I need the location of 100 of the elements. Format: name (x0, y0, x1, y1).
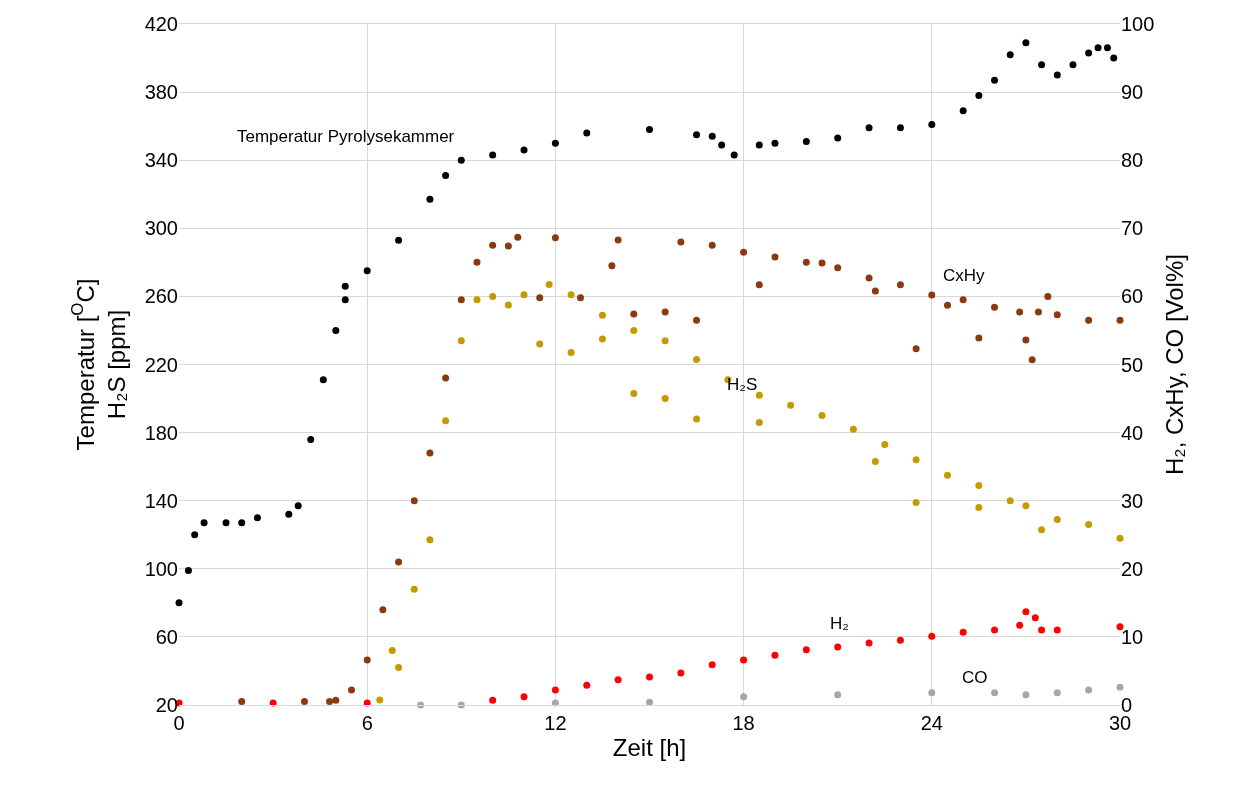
series-label: CxHy (943, 266, 986, 285)
point (755, 281, 763, 289)
point (332, 326, 340, 334)
point (975, 504, 983, 512)
point (410, 497, 418, 505)
y2-tick-label: 10 (1121, 625, 1144, 648)
point (1116, 683, 1124, 691)
point (536, 294, 544, 302)
point (598, 311, 606, 319)
point (943, 471, 951, 479)
point (1016, 621, 1024, 629)
point (238, 519, 246, 527)
point (730, 151, 738, 159)
point (576, 294, 584, 302)
point (1094, 44, 1102, 52)
point (975, 92, 983, 100)
point (740, 248, 748, 256)
point (740, 693, 748, 701)
point (395, 664, 403, 672)
point (520, 291, 528, 299)
point (442, 374, 450, 382)
point (802, 137, 810, 145)
point (1028, 356, 1036, 364)
y-tick-label: 220 (144, 353, 178, 376)
point (928, 689, 936, 697)
x-tick-label: 12 (544, 712, 567, 734)
point (646, 126, 653, 134)
point (677, 238, 685, 246)
point (755, 391, 763, 399)
point (473, 296, 481, 304)
y2-tick-label: 60 (1121, 285, 1144, 308)
point (708, 661, 716, 669)
point (975, 481, 983, 489)
point (818, 412, 826, 420)
point (545, 280, 553, 288)
y2-tick-label: 40 (1121, 421, 1144, 444)
point (787, 401, 795, 409)
point (896, 124, 904, 132)
point (630, 389, 638, 397)
point (1044, 292, 1052, 300)
point (1116, 623, 1124, 631)
point (175, 599, 183, 607)
point (410, 585, 418, 593)
point (567, 291, 575, 299)
point (1016, 308, 1024, 316)
point (551, 139, 559, 147)
point (693, 131, 701, 139)
y-tick-label: 260 (144, 285, 178, 308)
point (991, 76, 999, 84)
point (253, 514, 261, 522)
series-label: H₂ (830, 614, 849, 633)
series-label: Temperatur Pyrolysekammer (237, 127, 455, 146)
point (1022, 502, 1030, 510)
point (614, 676, 622, 684)
point (489, 292, 497, 300)
point (693, 355, 701, 363)
point (834, 643, 842, 651)
point (708, 241, 716, 249)
point (834, 691, 842, 699)
point (294, 502, 302, 510)
y-tick-label: 340 (144, 149, 178, 172)
point (943, 301, 951, 309)
point (1085, 521, 1093, 529)
point (1069, 61, 1077, 69)
point (388, 647, 396, 655)
point (1116, 316, 1124, 324)
point (222, 519, 230, 527)
y-tick-label: 140 (144, 489, 178, 512)
point (307, 435, 315, 443)
point (740, 656, 748, 664)
point (1053, 689, 1061, 697)
point (1038, 61, 1046, 69)
point (504, 242, 512, 250)
y2-tick-label: 90 (1121, 81, 1144, 104)
point (473, 258, 481, 266)
point (771, 651, 779, 659)
point (991, 303, 999, 311)
point (300, 698, 308, 706)
point (661, 308, 669, 316)
point (912, 345, 920, 353)
point (834, 134, 842, 142)
point (677, 669, 685, 677)
point (341, 282, 349, 290)
point (489, 241, 497, 249)
point (341, 296, 349, 304)
point (959, 296, 967, 304)
point (426, 536, 434, 544)
point (1022, 336, 1030, 344)
point (395, 236, 403, 244)
point (200, 519, 208, 527)
x-tick-label: 18 (732, 712, 755, 734)
point (489, 151, 497, 159)
point (457, 337, 465, 345)
point (184, 567, 192, 574)
point (457, 156, 465, 164)
y2-tick-label: 70 (1121, 217, 1144, 240)
point (442, 417, 450, 425)
point (1022, 691, 1030, 699)
series-label: H₂S (727, 375, 758, 394)
point (238, 698, 246, 706)
